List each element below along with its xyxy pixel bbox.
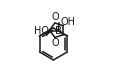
Text: O: O	[51, 38, 59, 48]
Text: B: B	[55, 26, 62, 36]
Text: OH: OH	[60, 17, 75, 27]
Text: HO: HO	[34, 26, 49, 36]
Text: O: O	[51, 12, 59, 22]
